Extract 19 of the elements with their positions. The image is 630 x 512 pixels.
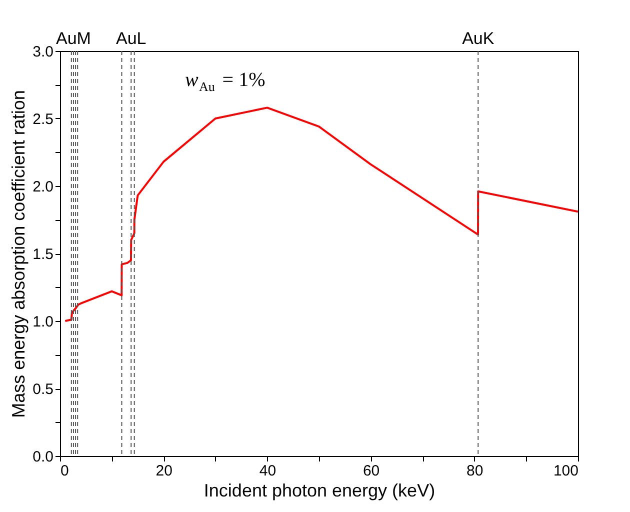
x-tick-label: 60 bbox=[362, 462, 380, 480]
ref-line-label: AuM bbox=[56, 29, 91, 48]
y-tick-label: 2.5 bbox=[32, 111, 54, 128]
x-tick-label: 20 bbox=[156, 462, 172, 480]
y-tick-label: 0.0 bbox=[32, 448, 54, 466]
y-tick-label: 1.5 bbox=[32, 246, 54, 263]
y-axis-title: Mass energy absorption coefficient ration bbox=[8, 90, 29, 418]
y-tick-label: 2.0 bbox=[32, 178, 54, 196]
ref-line-label: AuL bbox=[116, 29, 146, 48]
line-series bbox=[64, 106, 578, 322]
y-tick-label: 3.0 bbox=[32, 44, 54, 60]
ref-line-label: AuK bbox=[462, 29, 495, 48]
y-tick-label: 0.5 bbox=[32, 381, 54, 398]
x-tick-label: 80 bbox=[466, 462, 484, 480]
x-tick-label: 100 bbox=[553, 462, 578, 480]
x-tick-label: 0 bbox=[60, 462, 69, 480]
x-axis-title: Incident photon energy (keV) bbox=[204, 480, 436, 500]
x-tick-label: 40 bbox=[259, 462, 276, 480]
y-tick-label: 1.0 bbox=[32, 314, 54, 330]
